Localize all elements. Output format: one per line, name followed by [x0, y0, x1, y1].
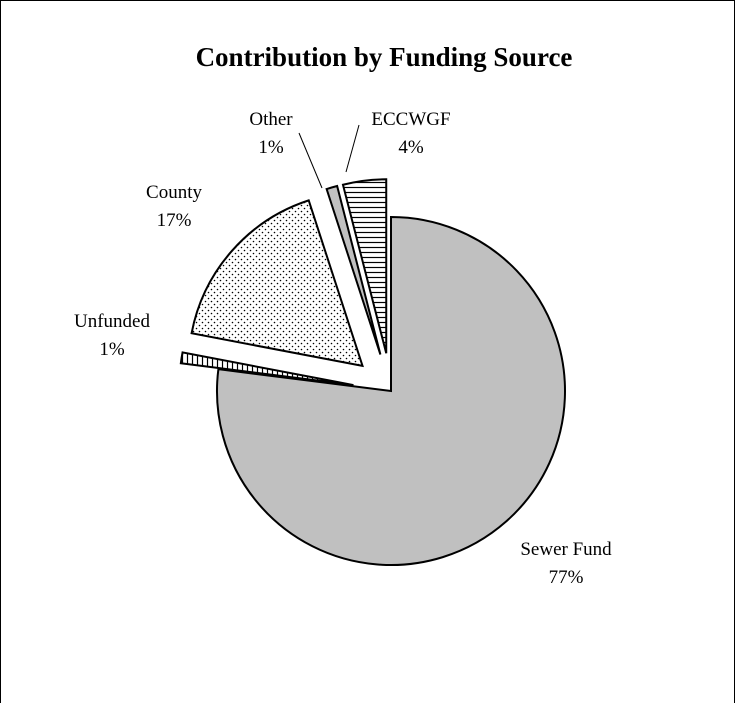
pie-slice-eccwgf: [341, 178, 388, 354]
slice-label-sewer-fund: Sewer Fund: [520, 539, 612, 560]
slice-value-county: 17%: [157, 210, 192, 231]
pie-slice-unfunded: [179, 351, 354, 387]
leader-lines: [298, 124, 360, 189]
pie-slice-county: [190, 199, 364, 368]
slice-value-unfunded: 1%: [99, 339, 125, 360]
leader-line-eccwgf: [345, 124, 360, 173]
slice-label-other: Other: [249, 109, 293, 130]
pie-slice-other: [325, 184, 382, 355]
slice-value-eccwgf: 4%: [398, 137, 424, 158]
pie-slice-sewer-fund: [216, 215, 566, 566]
leader-line-other: [298, 132, 323, 189]
slice-label-county: County: [146, 182, 202, 203]
slice-labels: Sewer Fund 77% Unfunded 1% County 17% Other 1% E…: [74, 109, 612, 588]
slice-value-sewer-fund: 77%: [549, 567, 584, 588]
slice-label-eccwgf: ECCWGF: [371, 109, 450, 130]
slice-label-unfunded: Unfunded: [74, 311, 150, 332]
chart-title: Contribution by Funding Source: [196, 42, 573, 72]
pie-slices: [179, 178, 566, 566]
slice-value-other: 1%: [258, 137, 284, 158]
